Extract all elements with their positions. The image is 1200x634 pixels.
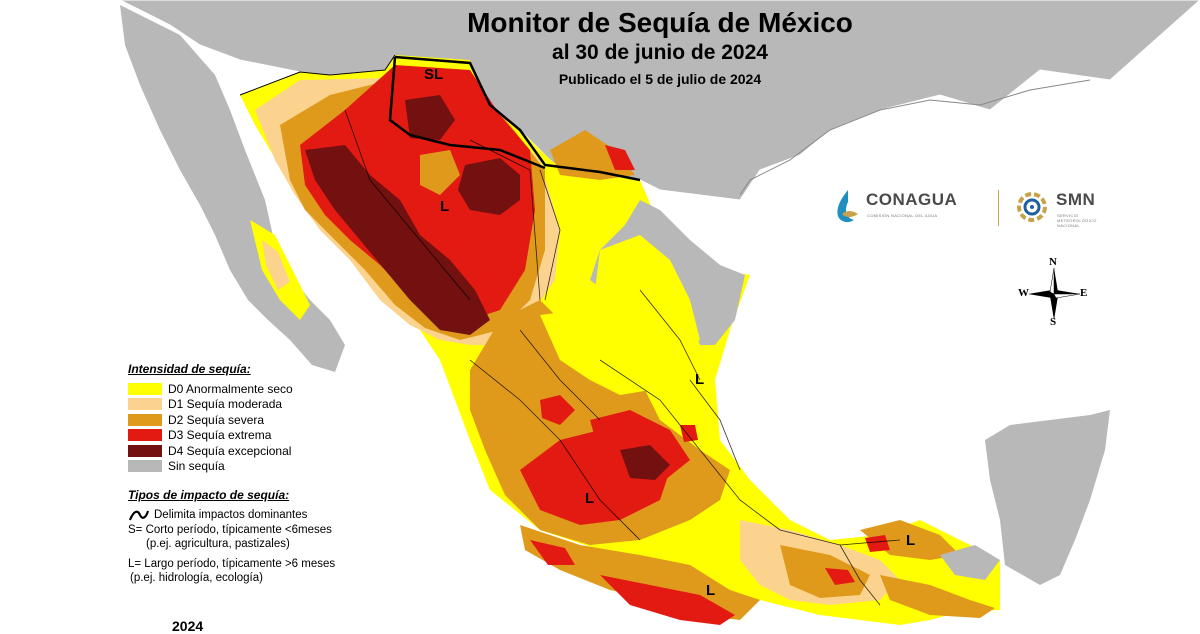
legend-intensity-heading: Intensidad de sequía:: [128, 362, 251, 376]
impact-line-icon: [128, 510, 150, 521]
d3-north: [300, 65, 535, 320]
impact-label-l-guerrero: L: [706, 582, 716, 599]
compass-rose: N S W E: [1018, 256, 1090, 330]
compass-w: W: [1018, 287, 1029, 299]
yucatan: [985, 410, 1110, 585]
map-subtitle: al 30 de junio de 2024: [552, 41, 768, 64]
logo-divider: [998, 190, 999, 226]
d3-michoacan: [530, 540, 575, 565]
d2-island: [420, 150, 460, 195]
us-mexico-border: [239, 54, 396, 96]
published-date: Publicado el 5 de julio de 2024: [558, 71, 762, 87]
smn-logo-icon: [1017, 192, 1047, 222]
agency-logos: CONAGUA COMISIÓN NACIONAL DEL AGUA SMN S…: [830, 186, 1120, 230]
impact-label-l-central: L: [585, 490, 595, 507]
compass-n: N: [1049, 256, 1057, 268]
impact-line-label: Delimita impactos dominantes: [154, 509, 308, 521]
d4-coahuila: [458, 158, 520, 215]
legend-label: D2 Sequía severa: [168, 412, 265, 427]
legend-swatch-d1: [128, 398, 162, 411]
legend-impact-heading: Tipos de impacto de sequía:: [128, 488, 290, 502]
legend-item: D3 Sequía extrema: [128, 428, 368, 444]
d3-spot-1: [540, 395, 575, 425]
conagua-subtitle: COMISIÓN NACIONAL DEL AGUA: [867, 213, 938, 218]
compass-s: S: [1050, 316, 1057, 328]
legend: Intensidad de sequía: D0 Anormalmente se…: [128, 362, 368, 585]
gulf-coast-line: [739, 79, 1091, 196]
impact-label-l-tabasco: L: [906, 532, 916, 549]
legend-label: D0 Anormalmente seco: [168, 381, 293, 396]
gray-chiapas: [940, 545, 1000, 580]
legend-swatch-d2: [128, 413, 162, 426]
conagua-name: CONAGUA: [866, 190, 958, 209]
d4-central: [620, 445, 670, 480]
impact-boundary-line: [394, 55, 641, 182]
legend-long-examples: (p.ej. hidrología, ecología): [130, 572, 263, 584]
legend-short-period: S= Corto período, típicamente <6meses: [128, 524, 332, 536]
d4-sonora: [305, 145, 490, 335]
smn-subtitle: SERVICIO METEOROLÓGICO NACIONAL: [1057, 213, 1097, 228]
legend-swatch-d4: [128, 444, 162, 457]
map-title: Monitor de Sequía de México: [467, 7, 853, 38]
legend-item: D4 Sequía excepcional: [128, 443, 368, 459]
baja-d1: [262, 240, 290, 290]
legend-label: D4 Sequía excepcional: [168, 443, 292, 458]
legend-long-period: L= Largo período, típicamente >6 meses: [128, 558, 336, 570]
d3-tamaulipas: [605, 145, 635, 170]
d3-tabasco: [865, 535, 890, 552]
legend-impact-line-row: Delimita impactos dominantes: [128, 508, 368, 522]
legend-item: D0 Anormalmente seco: [128, 381, 368, 397]
d2-oaxaca: [780, 545, 870, 598]
d3-guerrero: [600, 575, 735, 625]
legend-label: Sin sequía: [168, 459, 225, 474]
title-block: Monitor de Sequía de México al 30 de jun…: [360, 6, 960, 90]
compass-e: E: [1080, 287, 1088, 299]
d1-zac: [540, 310, 650, 395]
legend-label: D3 Sequía extrema: [168, 428, 272, 443]
d3-oaxaca: [825, 568, 855, 585]
legend-item: Sin sequía: [128, 459, 368, 475]
legend-label: D1 Sequía moderada: [168, 397, 283, 412]
impact-label-l-tamaulipas: L: [695, 371, 705, 388]
impact-label-l-north: L: [440, 198, 450, 215]
impact-boundary-line-2: [388, 56, 546, 170]
d4-sl: [405, 95, 455, 140]
d2-chiapas: [880, 575, 995, 618]
legend-short-examples: (p.ej. agricultura, pastizales): [146, 538, 290, 550]
d1-nl: [595, 235, 700, 350]
d3-spot-2: [680, 425, 698, 442]
year-footer: 2024: [172, 618, 204, 634]
legend-swatch-none: [128, 460, 162, 473]
legend-swatch-d0: [128, 382, 162, 395]
smn-name: SMN: [1056, 190, 1096, 209]
conagua-logo-icon: [837, 190, 858, 223]
legend-item: D1 Sequía moderada: [128, 397, 368, 413]
impact-label-sl: SL: [424, 66, 444, 83]
legend-item: D2 Sequía severa: [128, 412, 368, 428]
legend-swatch-d3: [128, 429, 162, 442]
compass-icon: [1028, 267, 1081, 320]
